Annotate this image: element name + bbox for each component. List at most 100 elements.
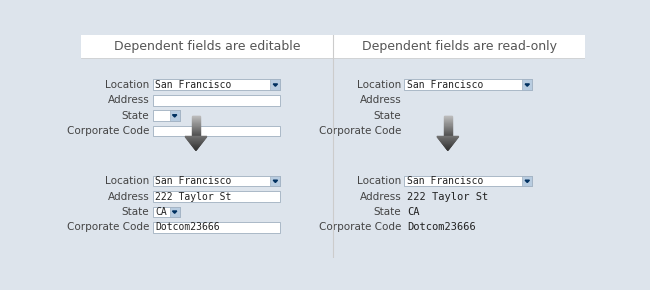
Polygon shape	[192, 121, 200, 122]
Polygon shape	[273, 84, 278, 86]
Polygon shape	[194, 148, 198, 149]
Polygon shape	[190, 142, 202, 143]
FancyBboxPatch shape	[522, 176, 532, 186]
Polygon shape	[192, 133, 200, 134]
Polygon shape	[445, 147, 450, 148]
Text: State: State	[374, 111, 401, 121]
Polygon shape	[445, 146, 451, 147]
Polygon shape	[444, 131, 452, 132]
Polygon shape	[192, 127, 200, 128]
Text: Corporate Code: Corporate Code	[319, 126, 401, 136]
Polygon shape	[444, 126, 452, 127]
Polygon shape	[439, 139, 456, 140]
Polygon shape	[438, 138, 457, 139]
FancyBboxPatch shape	[404, 79, 532, 90]
FancyBboxPatch shape	[404, 176, 532, 186]
Polygon shape	[447, 148, 449, 149]
Polygon shape	[440, 140, 456, 141]
FancyBboxPatch shape	[153, 176, 280, 186]
FancyBboxPatch shape	[153, 222, 280, 233]
FancyBboxPatch shape	[153, 206, 179, 217]
Text: State: State	[122, 111, 150, 121]
Text: Dotcom23666: Dotcom23666	[155, 222, 220, 232]
Polygon shape	[192, 132, 200, 133]
Polygon shape	[273, 180, 278, 182]
Polygon shape	[192, 118, 200, 119]
Text: Address: Address	[108, 95, 150, 105]
Polygon shape	[444, 135, 452, 136]
Polygon shape	[443, 144, 452, 145]
Polygon shape	[444, 119, 452, 120]
Polygon shape	[192, 123, 200, 124]
FancyBboxPatch shape	[153, 110, 179, 121]
Text: CA: CA	[407, 207, 419, 217]
Text: San Francisco: San Francisco	[155, 176, 231, 186]
Polygon shape	[188, 140, 204, 141]
Polygon shape	[192, 128, 200, 129]
Text: 222 Taylor St: 222 Taylor St	[407, 191, 488, 202]
Text: Location: Location	[105, 176, 150, 186]
Polygon shape	[447, 149, 448, 150]
Polygon shape	[444, 145, 452, 146]
Text: San Francisco: San Francisco	[155, 80, 231, 90]
Polygon shape	[444, 120, 452, 121]
Polygon shape	[444, 128, 452, 129]
Polygon shape	[192, 117, 200, 118]
Polygon shape	[192, 116, 200, 117]
Polygon shape	[444, 117, 452, 118]
Polygon shape	[195, 149, 197, 150]
Text: Location: Location	[357, 176, 401, 186]
Polygon shape	[444, 127, 452, 128]
FancyBboxPatch shape	[522, 79, 532, 90]
Text: Address: Address	[359, 95, 401, 105]
Polygon shape	[192, 130, 200, 131]
Polygon shape	[190, 143, 202, 144]
Polygon shape	[185, 136, 207, 137]
FancyBboxPatch shape	[153, 79, 280, 90]
Polygon shape	[444, 122, 452, 123]
Polygon shape	[443, 143, 453, 144]
Polygon shape	[444, 118, 452, 119]
FancyBboxPatch shape	[81, 35, 585, 58]
Polygon shape	[172, 211, 177, 213]
Polygon shape	[187, 139, 205, 140]
Polygon shape	[525, 84, 530, 86]
Polygon shape	[444, 129, 452, 130]
Polygon shape	[437, 137, 458, 138]
Polygon shape	[192, 119, 200, 120]
FancyBboxPatch shape	[170, 206, 179, 217]
FancyBboxPatch shape	[270, 176, 280, 186]
Text: Corporate Code: Corporate Code	[319, 222, 401, 232]
Polygon shape	[191, 144, 201, 145]
Polygon shape	[192, 131, 200, 132]
Text: State: State	[122, 207, 150, 217]
Polygon shape	[192, 146, 199, 147]
Text: Location: Location	[357, 80, 401, 90]
Text: Dotcom23666: Dotcom23666	[407, 222, 476, 232]
Text: Address: Address	[108, 191, 150, 202]
FancyBboxPatch shape	[153, 95, 280, 106]
Polygon shape	[444, 125, 452, 126]
Polygon shape	[444, 134, 452, 135]
Polygon shape	[192, 145, 200, 146]
Text: Dependent fields are editable: Dependent fields are editable	[114, 40, 300, 53]
Polygon shape	[444, 124, 452, 125]
Text: Address: Address	[359, 191, 401, 202]
Polygon shape	[186, 137, 206, 138]
Polygon shape	[192, 122, 200, 123]
Text: Location: Location	[105, 80, 150, 90]
Text: CA: CA	[155, 207, 166, 217]
Polygon shape	[192, 129, 200, 130]
Text: Dependent fields are read-only: Dependent fields are read-only	[361, 40, 556, 53]
Text: Corporate Code: Corporate Code	[67, 222, 150, 232]
Polygon shape	[525, 180, 530, 182]
Text: Corporate Code: Corporate Code	[67, 126, 150, 136]
Text: San Francisco: San Francisco	[407, 176, 483, 186]
Text: 222 Taylor St: 222 Taylor St	[155, 191, 231, 202]
Text: San Francisco: San Francisco	[407, 80, 483, 90]
Polygon shape	[192, 124, 200, 125]
Polygon shape	[444, 130, 452, 131]
Polygon shape	[444, 123, 452, 124]
Polygon shape	[192, 126, 200, 127]
Polygon shape	[444, 121, 452, 122]
